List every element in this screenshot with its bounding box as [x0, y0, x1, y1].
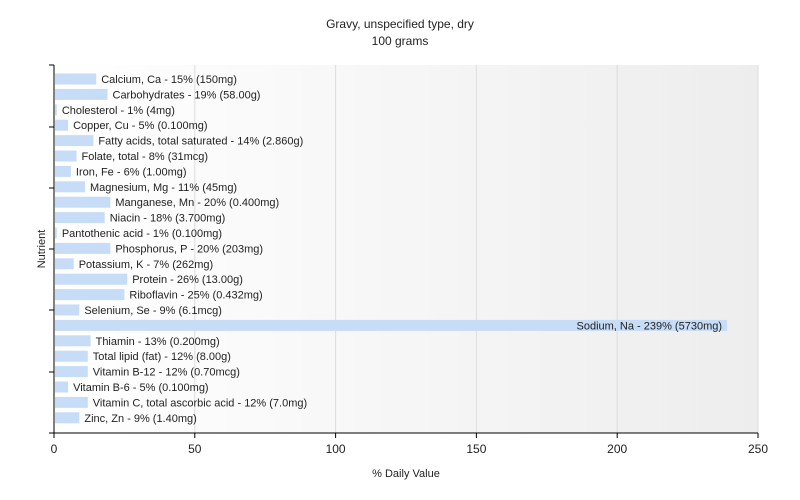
bar [55, 104, 57, 116]
bar [55, 319, 728, 331]
bars [55, 73, 728, 424]
bar-label: Protein - 26% (13.00g) [132, 274, 243, 286]
bar-label: Niacin - 18% (3.700mg) [110, 213, 226, 225]
bar [55, 135, 94, 147]
bar [55, 196, 111, 208]
axes: 0 50 100 150 200 250 [49, 64, 768, 456]
bar [55, 165, 71, 177]
bar [55, 350, 88, 362]
bar-label: Total lipid (fat) - 12% (8.00g) [93, 351, 231, 363]
bar-label: Vitamin B-6 - 5% (0.100mg) [73, 382, 209, 394]
bar-label: Zinc, Zn - 9% (1.40mg) [84, 413, 196, 425]
bar [55, 381, 69, 393]
bar [55, 242, 111, 254]
bar [55, 396, 88, 408]
bar [55, 366, 88, 378]
bar [55, 227, 57, 239]
bar [55, 88, 108, 100]
bar [55, 181, 85, 193]
bar-label: Riboflavin - 25% (0.432mg) [129, 290, 262, 302]
chart-subtitle: 100 grams [372, 34, 429, 48]
x-tick-label: 50 [188, 442, 202, 456]
bar [55, 258, 74, 270]
bar-label: Vitamin C, total ascorbic acid - 12% (7.… [93, 397, 307, 409]
bar [55, 212, 105, 224]
x-tick-label: 250 [748, 442, 768, 456]
bar-label: Vitamin B-12 - 12% (0.70mcg) [93, 367, 240, 379]
bar [55, 119, 69, 131]
bar [55, 304, 80, 316]
bar-label: Copper, Cu - 5% (0.100mg) [73, 120, 208, 132]
bar-label: Phosphorus, P - 20% (203mg) [115, 243, 263, 255]
plot-area [54, 65, 758, 433]
bar [55, 73, 97, 85]
bar-label: Folate, total - 8% (31mcg) [82, 151, 209, 163]
bar-label: Selenium, Se - 9% (6.1mcg) [84, 305, 222, 317]
bar-label: Sodium, Na - 239% (5730mg) [577, 320, 723, 332]
bar-label: Calcium, Ca - 15% (150mg) [101, 74, 237, 86]
bar-label: Carbohydrates - 19% (58.00g) [113, 89, 261, 101]
bar-label: Thiamin - 13% (0.200mg) [96, 336, 220, 348]
x-tick-label: 150 [466, 442, 486, 456]
bar-label: Manganese, Mn - 20% (0.400mg) [115, 197, 279, 209]
y-axis-label: Nutrient [36, 230, 48, 269]
grid-lines [194, 65, 759, 433]
x-axis-label: % Daily Value [372, 468, 440, 480]
bar [55, 150, 77, 162]
bar-label: Potassium, K - 7% (262mg) [79, 259, 214, 271]
bar [55, 335, 91, 347]
x-tick-label: 200 [607, 442, 627, 456]
x-tick-label: 0 [51, 442, 58, 456]
bar [55, 412, 80, 424]
bar-label: Cholesterol - 1% (4mg) [62, 105, 175, 117]
bar-labels: Calcium, Ca - 15% (150mg) Carbohydrates -… [62, 74, 722, 425]
bar-label: Iron, Fe - 6% (1.00mg) [76, 166, 187, 178]
bar [55, 273, 128, 285]
bar-label: Fatty acids, total saturated - 14% (2.86… [98, 136, 303, 148]
chart-title: Gravy, unspecified type, dry [326, 17, 474, 31]
x-tick-label: 100 [326, 442, 346, 456]
bar [55, 289, 125, 301]
bar-label: Pantothenic acid - 1% (0.100mg) [62, 228, 222, 240]
bar-label: Magnesium, Mg - 11% (45mg) [90, 182, 237, 194]
